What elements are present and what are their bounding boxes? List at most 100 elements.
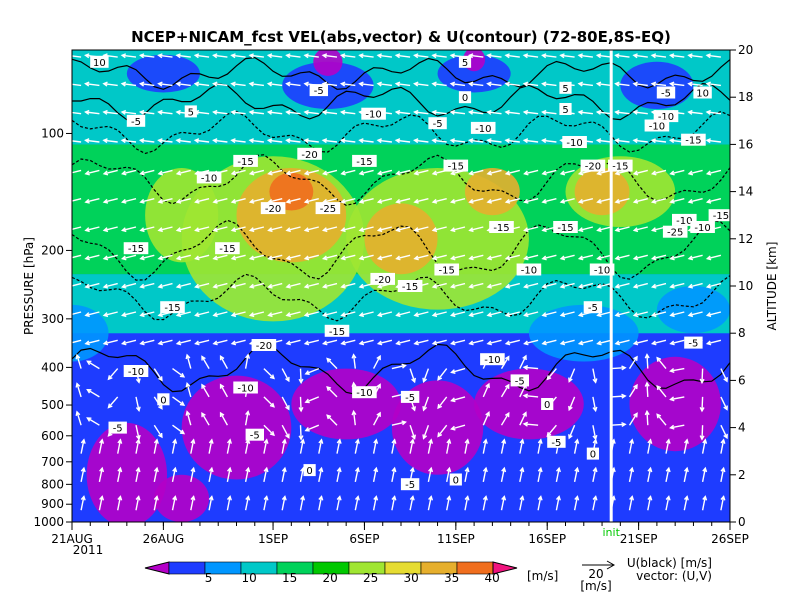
wind-vector bbox=[542, 169, 557, 175]
wind-vector-head bbox=[501, 438, 507, 444]
wind-vector bbox=[219, 355, 229, 369]
wind-vector-head bbox=[669, 396, 675, 402]
wind-vector-head bbox=[376, 53, 382, 59]
time-tick-label: 16SEP bbox=[528, 532, 566, 546]
wind-vector-head bbox=[67, 139, 71, 143]
wind-vector bbox=[318, 468, 323, 483]
wind-vector bbox=[707, 339, 722, 345]
wind-vector bbox=[76, 354, 82, 369]
wind-vector-head bbox=[135, 378, 141, 384]
wind-vector-head bbox=[541, 227, 547, 233]
wind-vector bbox=[213, 311, 228, 317]
wind-vector bbox=[219, 412, 229, 426]
wind-vector-head bbox=[687, 198, 694, 204]
contour-label-bg bbox=[428, 117, 447, 130]
wind-vector bbox=[506, 254, 520, 260]
time-tick-label: 6SEP bbox=[349, 532, 379, 546]
wind-vector bbox=[359, 339, 374, 345]
contour-label-bg bbox=[480, 353, 505, 366]
wind-vector-head bbox=[647, 466, 653, 473]
wind-vector bbox=[707, 198, 722, 203]
contour-label-bg bbox=[434, 263, 459, 276]
wind-vector bbox=[171, 496, 176, 511]
wind-vector bbox=[628, 468, 633, 483]
wind-vector-head bbox=[504, 411, 510, 418]
wind-vector bbox=[524, 83, 539, 87]
contour-label: -10 bbox=[658, 112, 674, 123]
wind-vector bbox=[323, 83, 338, 87]
wind-vector-head bbox=[230, 81, 236, 87]
wind-vector bbox=[720, 468, 725, 483]
wind-vector-head bbox=[80, 438, 86, 444]
wind-vector bbox=[250, 226, 265, 232]
wind-vector bbox=[409, 439, 414, 454]
wind-vector-head bbox=[303, 198, 310, 204]
wind-vector bbox=[85, 339, 100, 345]
contour-label-bg bbox=[589, 263, 615, 276]
wind-vector-head bbox=[592, 378, 598, 384]
wind-vector-head bbox=[219, 383, 225, 389]
wind-vector-head bbox=[449, 198, 456, 204]
time-tick-label: 21SEP bbox=[620, 532, 658, 546]
wind-vector-head bbox=[230, 312, 237, 318]
colorbar-tick-label: 30 bbox=[403, 571, 418, 585]
wind-vector bbox=[487, 339, 502, 345]
wind-vector bbox=[107, 368, 119, 380]
wind-vector bbox=[299, 425, 302, 440]
wind-vector-head bbox=[485, 411, 490, 417]
wind-vector-head bbox=[449, 138, 456, 144]
wind-vector-head bbox=[592, 495, 598, 501]
wind-vector-head bbox=[422, 377, 428, 384]
wind-vector bbox=[537, 468, 542, 483]
wind-vector-head bbox=[226, 495, 232, 501]
wind-vector-head bbox=[194, 255, 200, 261]
wind-vector-head bbox=[354, 438, 360, 444]
wind-vector-head bbox=[395, 340, 401, 346]
wind-vector bbox=[579, 282, 594, 288]
wind-vector-head bbox=[376, 283, 383, 289]
wind-vector bbox=[135, 425, 140, 440]
wind-vector-head bbox=[595, 81, 602, 87]
wind-vector bbox=[579, 198, 594, 203]
contour-label-bg bbox=[693, 86, 712, 99]
wind-vector bbox=[326, 414, 338, 426]
wind-vector bbox=[190, 468, 195, 483]
wind-vector bbox=[378, 254, 393, 260]
wind-vector bbox=[281, 368, 290, 382]
wind-vector bbox=[555, 468, 560, 483]
wind-vector bbox=[611, 395, 626, 398]
wind-vector-head bbox=[595, 109, 602, 115]
wind-vector-head bbox=[650, 138, 657, 144]
wind-vector bbox=[633, 54, 648, 58]
wind-vector bbox=[432, 139, 447, 143]
wind-vector bbox=[341, 169, 356, 175]
wind-vector-head bbox=[431, 255, 438, 261]
wind-vector bbox=[432, 254, 447, 260]
contour-label: 0 bbox=[791, 350, 797, 361]
wind-vector bbox=[299, 468, 304, 483]
wind-vector-head bbox=[577, 283, 584, 289]
wind-vector bbox=[263, 468, 268, 483]
wind-vector-head bbox=[596, 340, 602, 346]
wind-vector-head bbox=[138, 109, 145, 115]
wind-vector bbox=[487, 139, 502, 143]
wind-vector bbox=[524, 111, 539, 115]
wind-vector-head bbox=[120, 53, 127, 59]
wind-vector bbox=[706, 139, 721, 143]
wind-vector-head bbox=[267, 312, 273, 318]
wind-vector-head bbox=[67, 111, 71, 115]
wind-vector bbox=[195, 139, 210, 143]
wind-vector-head bbox=[428, 466, 434, 473]
wind-vector-head bbox=[285, 109, 291, 115]
wind-vector bbox=[80, 468, 85, 483]
wind-vector-head bbox=[449, 109, 456, 115]
wind-vector-head bbox=[230, 53, 236, 59]
wind-vector-head bbox=[705, 283, 712, 289]
contour-label: -5 bbox=[314, 86, 324, 97]
wind-vector bbox=[396, 339, 411, 345]
wind-vector-head bbox=[519, 438, 525, 444]
wind-vector-head bbox=[102, 227, 109, 233]
wind-vector bbox=[354, 468, 359, 483]
wind-vector-head bbox=[577, 109, 583, 115]
